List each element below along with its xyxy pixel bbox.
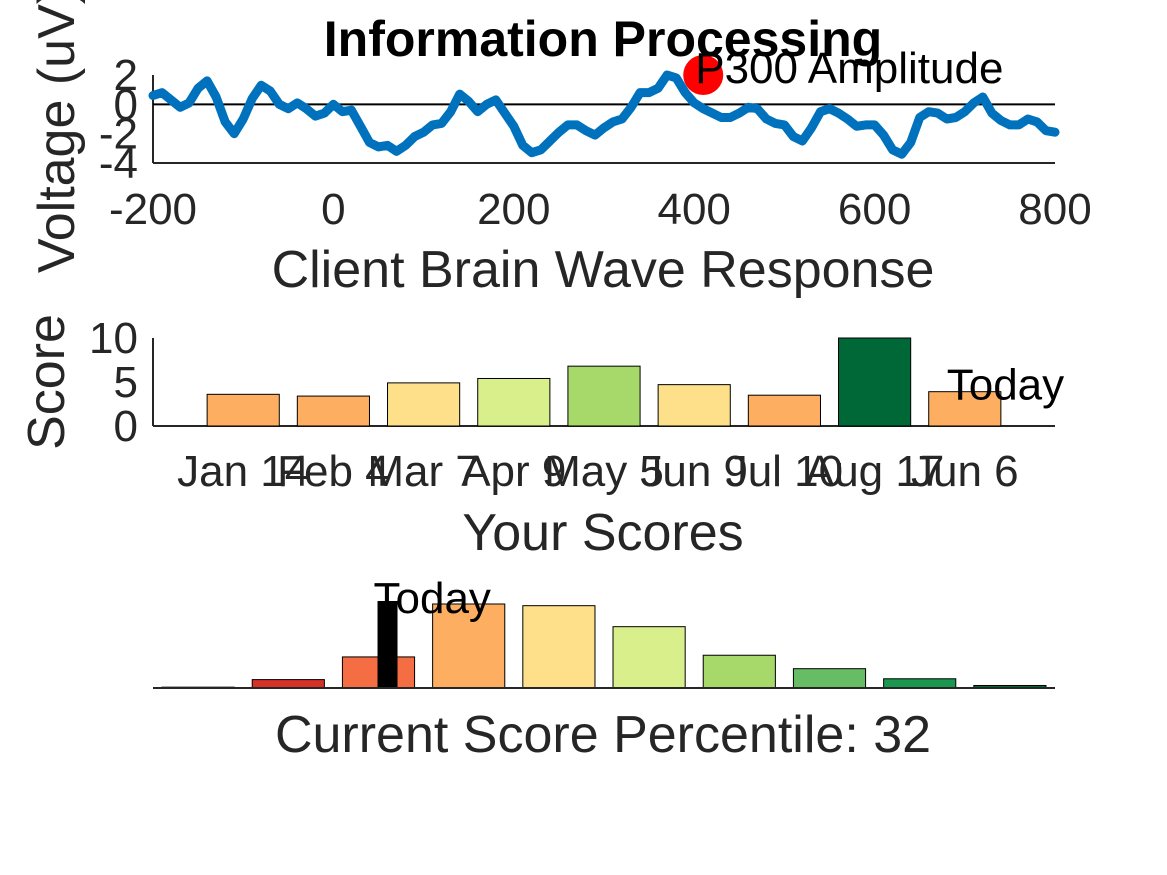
percentile-panel: Today Current Score Percentile: 32 — [153, 574, 1055, 764]
score-x-tick: Feb 4 — [277, 447, 390, 496]
score-y-tick: 10 — [89, 314, 138, 363]
score-x-tick: Jun 6 — [911, 447, 1019, 496]
score-bar — [206, 393, 280, 427]
brain-wave-x-tick: 200 — [477, 185, 550, 234]
p300-label: P300 Amplitude — [695, 44, 1003, 93]
percentile-bar — [883, 678, 957, 689]
score-x-tick: Apr 9 — [461, 447, 566, 496]
percentile-bar — [522, 605, 596, 689]
brain-wave-y-tick: 0 — [114, 80, 138, 129]
score-bars — [206, 337, 1002, 427]
brain-wave-xlabel: Client Brain Wave Response — [272, 241, 935, 299]
percentile-today-bar — [377, 601, 398, 688]
score-bar — [296, 395, 370, 427]
score-x-tick: Aug 17 — [805, 447, 944, 496]
percentile-bar — [432, 603, 506, 689]
percentile-today-label: Today — [374, 574, 491, 623]
brain-wave-ylabel: Voltage (uV) — [28, 0, 86, 273]
score-x-tick: Jun 9 — [640, 447, 748, 496]
brain-wave-x-tick: 600 — [838, 185, 911, 234]
score-bar — [838, 337, 912, 427]
score-x-tick: Jul 10 — [726, 447, 843, 496]
score-x-tick: Mar 7 — [367, 447, 479, 496]
brain-wave-y-tick: 2 — [114, 51, 138, 100]
score-bar — [928, 391, 1002, 427]
score-bar — [477, 377, 551, 427]
score-y-tick: 0 — [114, 402, 138, 451]
score-y-tick: 5 — [114, 358, 138, 407]
percentile-bars — [161, 603, 1047, 689]
percentile-bar — [251, 679, 325, 689]
percentile-bar — [792, 668, 867, 689]
score-today-label: Today — [947, 361, 1064, 410]
brain-wave-x-ticks: -200 0 200 400 600 800 — [109, 185, 1092, 234]
brain-wave-line — [148, 70, 1060, 159]
brain-wave-y-tick: -2 — [99, 110, 138, 159]
p300-marker — [683, 55, 724, 95]
score-x-tick: Jan 14 — [177, 447, 309, 496]
brain-wave-x-tick: 800 — [1018, 185, 1091, 234]
brain-wave-x-tick: 400 — [657, 185, 730, 234]
score-bar — [747, 394, 821, 427]
percentile-bar — [612, 626, 686, 689]
score-bar — [387, 382, 461, 427]
score-x-tick: May 5 — [544, 447, 664, 496]
figure-title: Information Processing — [324, 11, 882, 67]
brain-wave-y-tick: -4 — [99, 139, 138, 188]
score-bar — [567, 365, 641, 427]
percentile-bar — [702, 654, 776, 689]
brain-wave-x-tick: -200 — [109, 185, 197, 234]
brain-wave-panel: Information Processing P300 Amplitude -2… — [28, 0, 1092, 299]
score-bar — [657, 384, 731, 427]
percentile-xlabel: Current Score Percentile: 32 — [275, 706, 931, 764]
score-xlabel: Your Scores — [462, 504, 743, 562]
score-ylabel: Score — [18, 314, 76, 450]
brain-wave-y-ticks: 20-2-4 — [99, 51, 138, 188]
brain-wave-x-tick: 0 — [321, 185, 345, 234]
